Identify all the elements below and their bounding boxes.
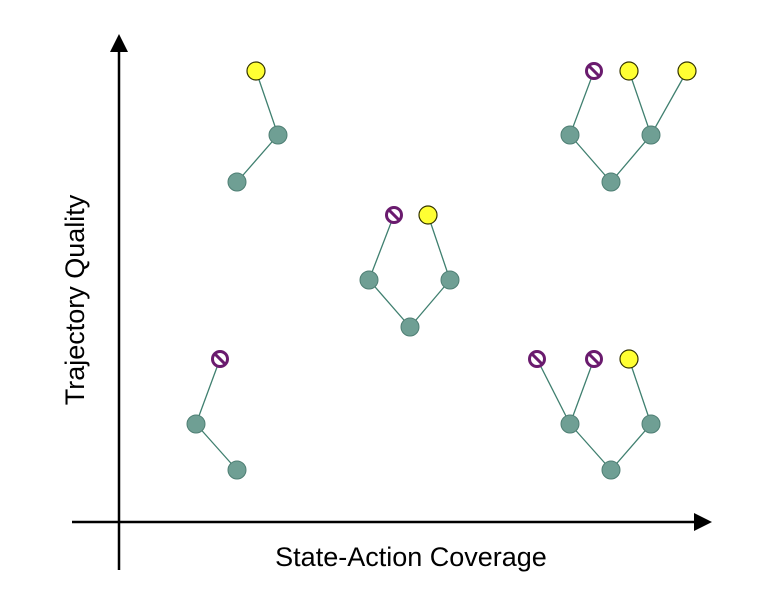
success-leaf-node: [418, 205, 438, 225]
x-axis-arrowhead: [694, 513, 712, 531]
tree-edge: [650, 70, 688, 136]
failure-prohibited-icon: [585, 350, 603, 368]
y-axis-label: Trajectory Quality: [60, 194, 90, 405]
state-node: [186, 414, 206, 434]
tree-edge: [569, 70, 595, 136]
tree-edge: [569, 358, 595, 425]
tree-edge: [368, 214, 395, 281]
tree-edge: [610, 134, 652, 183]
tree-edge: [628, 358, 652, 425]
state-node: [560, 125, 580, 145]
tree-edge: [195, 423, 238, 471]
state-node: [601, 172, 621, 192]
state-node: [359, 270, 379, 290]
state-node: [227, 172, 247, 192]
state-node: [641, 414, 661, 434]
state-node: [227, 460, 247, 480]
x-axis-label: State-Action Coverage: [275, 542, 547, 572]
failure-prohibited-icon: [528, 350, 546, 368]
axes: [72, 34, 712, 570]
top-right-tree: [560, 61, 697, 192]
state-node: [601, 460, 621, 480]
bottom-right-tree: [528, 349, 661, 480]
state-node: [560, 414, 580, 434]
tree-edge: [427, 214, 451, 281]
tree-edge: [409, 279, 451, 328]
tree-edge: [628, 70, 652, 136]
tree-edge: [536, 358, 571, 425]
success-leaf-node: [677, 61, 697, 81]
tree-edge: [236, 134, 279, 183]
failure-prohibited-icon: [385, 206, 403, 224]
tree-edge: [569, 423, 612, 471]
state-node: [268, 125, 288, 145]
state-node: [641, 125, 661, 145]
tree-edge: [610, 423, 652, 471]
success-leaf-node: [619, 349, 639, 369]
success-leaf-node: [619, 61, 639, 81]
center-tree: [359, 205, 460, 337]
y-axis-arrowhead: [110, 34, 128, 52]
bottom-left-tree: [186, 350, 247, 480]
failure-prohibited-icon: [211, 350, 229, 368]
tree-edge: [569, 134, 612, 183]
failure-prohibited-icon: [585, 62, 603, 80]
state-node: [440, 270, 460, 290]
tree-edge: [195, 358, 221, 425]
top-left-tree: [227, 61, 288, 192]
success-leaf-node: [246, 61, 266, 81]
trees-layer: [186, 61, 697, 480]
state-node: [400, 317, 420, 337]
tree-edge: [255, 70, 279, 136]
tree-edge: [368, 279, 411, 328]
